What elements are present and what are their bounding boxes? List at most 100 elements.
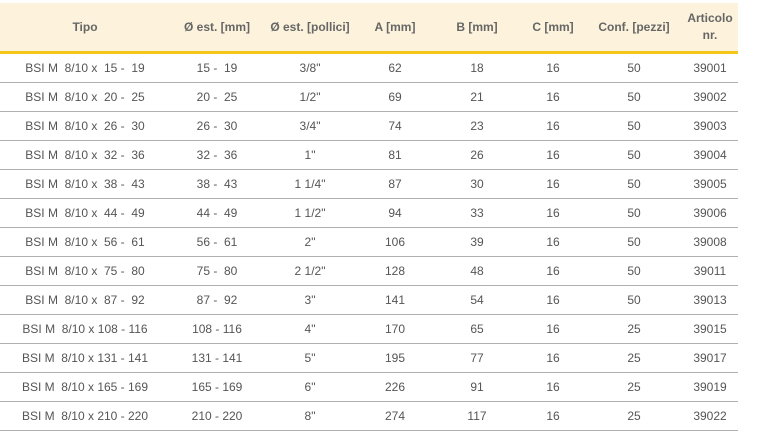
table-row: BSI M 8/10 x 44 - 49 44 - 49 1 1/2" 94 33 16 5… bbox=[0, 198, 738, 228]
table-cell: 39003 bbox=[682, 111, 738, 141]
table-cell: BSI M 8/10 x 87 - 92 bbox=[0, 285, 170, 315]
table-cell: 32 - 36 bbox=[170, 140, 264, 170]
table-cell: 50 bbox=[586, 169, 682, 199]
table-cell: 50 bbox=[586, 227, 682, 257]
table-cell: 1 1/2" bbox=[264, 198, 356, 228]
table-cell: 39013 bbox=[682, 285, 738, 315]
table-cell: 50 bbox=[586, 140, 682, 170]
table-cell: BSI M 8/10 x 75 - 80 bbox=[0, 256, 170, 286]
table-cell: BSI M 8/10 x 38 - 43 bbox=[0, 169, 170, 199]
table-cell: BSI M 8/10 x 32 - 36 bbox=[0, 140, 170, 170]
table-cell: BSI M 8/10 x 44 - 49 bbox=[0, 198, 170, 228]
table-cell: 16 bbox=[520, 372, 586, 402]
column-header: Tipo bbox=[0, 3, 170, 54]
table-cell: 18 bbox=[434, 52, 520, 83]
table-cell: 39011 bbox=[682, 256, 738, 286]
table-cell: 16 bbox=[520, 314, 586, 344]
table-cell: BSI M 8/10 x 131 - 141 bbox=[0, 343, 170, 373]
table-row: BSI M 8/10 x 87 - 92 87 - 92 3" 141 54 16 50 39… bbox=[0, 285, 738, 315]
table-cell: 23 bbox=[434, 111, 520, 141]
table-row: BSI M 8/10 x 38 - 43 38 - 43 1 1/4" 87 30 16 5… bbox=[0, 169, 738, 199]
table-cell: BSI M 8/10 x 210 - 220 bbox=[0, 401, 170, 431]
table-cell: 16 bbox=[520, 401, 586, 431]
column-header: C [mm] bbox=[520, 3, 586, 54]
table-row: BSI M 8/10 x 108 - 116 108 - 116 4" 170 65 16… bbox=[0, 314, 738, 344]
table-cell: 5" bbox=[264, 343, 356, 373]
table-row: BSI M 8/10 x 15 - 19 15 - 19 3/8" 62 18 16 50 3… bbox=[0, 52, 738, 83]
table-cell: 1/2" bbox=[264, 82, 356, 112]
table-cell: 39004 bbox=[682, 140, 738, 170]
table-cell: 50 bbox=[586, 82, 682, 112]
table-cell: 91 bbox=[434, 372, 520, 402]
table-cell: 26 - 30 bbox=[170, 111, 264, 141]
table-cell: 8" bbox=[264, 401, 356, 431]
table-cell: 195 bbox=[356, 343, 434, 373]
table-cell: 16 bbox=[520, 343, 586, 373]
table-cell: 16 bbox=[520, 285, 586, 315]
table-row: BSI M 8/10 x 131 - 141 131 - 141 5" 195 77 16… bbox=[0, 343, 738, 373]
product-table: Tipo Ø est. [mm] Ø est. [pollici] A [mm] B [… bbox=[0, 3, 738, 431]
column-header: B [mm] bbox=[434, 3, 520, 54]
table-cell: 39001 bbox=[682, 52, 738, 83]
table-cell: 4" bbox=[264, 314, 356, 344]
table-cell: 3" bbox=[264, 285, 356, 315]
column-header: Ø est. [mm] bbox=[170, 3, 264, 54]
table-cell: 2" bbox=[264, 227, 356, 257]
table-cell: 54 bbox=[434, 285, 520, 315]
table-row: BSI M 8/10 x 20 - 25 20 - 25 1/2" 69 21 16 50 3… bbox=[0, 82, 738, 112]
table-cell: 69 bbox=[356, 82, 434, 112]
table-row: BSI M 8/10 x 26 - 30 26 - 30 3/4" 74 23 16 50 3… bbox=[0, 111, 738, 141]
table-cell: 39015 bbox=[682, 314, 738, 344]
table-cell: BSI M 8/10 x 108 - 116 bbox=[0, 314, 170, 344]
column-header: Ø est. [pollici] bbox=[264, 3, 356, 54]
table-cell: 30 bbox=[434, 169, 520, 199]
table-cell: 50 bbox=[586, 256, 682, 286]
table-cell: BSI M 8/10 x 15 - 19 bbox=[0, 52, 170, 83]
table-cell: 210 - 220 bbox=[170, 401, 264, 431]
table-row: BSI M 8/10 x 210 - 220 210 - 220 8" 274 117 1… bbox=[0, 401, 738, 431]
table-cell: 74 bbox=[356, 111, 434, 141]
table-cell: 50 bbox=[586, 52, 682, 83]
table-cell: 16 bbox=[520, 111, 586, 141]
table-cell: 16 bbox=[520, 227, 586, 257]
table-cell: 170 bbox=[356, 314, 434, 344]
table-cell: 26 bbox=[434, 140, 520, 170]
table-cell: 3/8" bbox=[264, 52, 356, 83]
table-cell: BSI M 8/10 x 26 - 30 bbox=[0, 111, 170, 141]
table-cell: 39022 bbox=[682, 401, 738, 431]
table-cell: 20 - 25 bbox=[170, 82, 264, 112]
table-cell: 117 bbox=[434, 401, 520, 431]
table-cell: 16 bbox=[520, 82, 586, 112]
column-header: Conf. [pezzi] bbox=[586, 3, 682, 54]
table-cell: 3/4" bbox=[264, 111, 356, 141]
table-cell: 108 - 116 bbox=[170, 314, 264, 344]
table-cell: 165 - 169 bbox=[170, 372, 264, 402]
table-cell: 6" bbox=[264, 372, 356, 402]
table-header-row: Tipo Ø est. [mm] Ø est. [pollici] A [mm] B [… bbox=[0, 3, 738, 54]
table-cell: BSI M 8/10 x 165 - 169 bbox=[0, 372, 170, 402]
table-cell: 56 - 61 bbox=[170, 227, 264, 257]
column-header: A [mm] bbox=[356, 3, 434, 54]
table-cell: 15 - 19 bbox=[170, 52, 264, 83]
table-cell: 131 - 141 bbox=[170, 343, 264, 373]
table-cell: 2 1/2" bbox=[264, 256, 356, 286]
table-row: BSI M 8/10 x 56 - 61 56 - 61 2" 106 39 16 50 39… bbox=[0, 227, 738, 257]
table-cell: 39005 bbox=[682, 169, 738, 199]
table-cell: BSI M 8/10 x 56 - 61 bbox=[0, 227, 170, 257]
table-row: BSI M 8/10 x 32 - 36 32 - 36 1" 81 26 16 50 390… bbox=[0, 140, 738, 170]
table-cell: 39017 bbox=[682, 343, 738, 373]
table-cell: 39 bbox=[434, 227, 520, 257]
table-cell: 16 bbox=[520, 256, 586, 286]
table-cell: 128 bbox=[356, 256, 434, 286]
table-cell: 16 bbox=[520, 169, 586, 199]
table-cell: 38 - 43 bbox=[170, 169, 264, 199]
table-cell: 33 bbox=[434, 198, 520, 228]
table-cell: 39019 bbox=[682, 372, 738, 402]
table-cell: 87 - 92 bbox=[170, 285, 264, 315]
table-cell: 141 bbox=[356, 285, 434, 315]
table-cell: 87 bbox=[356, 169, 434, 199]
table-cell: 44 - 49 bbox=[170, 198, 264, 228]
table-cell: 25 bbox=[586, 401, 682, 431]
table-cell: 21 bbox=[434, 82, 520, 112]
table-cell: 25 bbox=[586, 372, 682, 402]
